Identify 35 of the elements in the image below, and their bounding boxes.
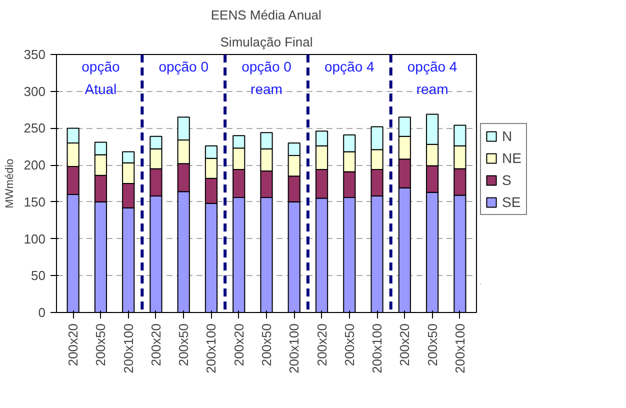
x-tick-label: 200x100 — [120, 323, 136, 374]
annotation: opção 4 ream — [407, 58, 458, 97]
x-tick-label: 200x50 — [93, 323, 108, 366]
x-tick-label: 200x20 — [148, 323, 164, 366]
legend-label: SE — [502, 194, 522, 210]
x-tick-label: 200x50 — [259, 323, 274, 366]
x-tick-label: 200x20 — [314, 323, 330, 366]
legend-label: N — [502, 128, 514, 144]
x-tick-label: 200x20 — [231, 323, 246, 366]
x-tick-label: 200x100 — [286, 323, 302, 374]
y-tick-label: 200 — [24, 158, 46, 173]
y-tick-label: 50 — [31, 268, 46, 284]
annotation: opção Atual — [82, 58, 120, 97]
y-tick-label: 300 — [24, 84, 46, 99]
x-tick-label: 200x50 — [176, 323, 192, 366]
x-tick-label: 200x100 — [452, 323, 468, 374]
chart-title: EENS Média Anual — [210, 8, 322, 22]
annotation: opção 4 — [324, 58, 375, 74]
annotation: opção 0 — [158, 58, 209, 74]
legend-label: NE — [502, 150, 522, 166]
y-axis-title: MWmédio — [4, 158, 16, 208]
y-tick-label: 150 — [24, 194, 46, 210]
x-tick-label: 200x50 — [424, 323, 440, 366]
legend-label: S — [502, 172, 512, 188]
chart-subtitle: Simulação Final — [220, 34, 313, 50]
x-tick-label: 200x20 — [397, 323, 412, 366]
y-tick-label: 100 — [24, 231, 46, 246]
y-tick-label: 0 — [38, 305, 46, 320]
x-tick-label: 200x100 — [204, 323, 219, 374]
y-tick-label: 250 — [24, 120, 46, 136]
annotation: opção 0 ream — [242, 58, 292, 97]
x-tick-label: 200x50 — [342, 323, 357, 366]
x-tick-label: 200x20 — [66, 323, 81, 366]
x-tick-label: 200x100 — [370, 323, 385, 374]
y-tick-label: 350 — [24, 47, 46, 62]
